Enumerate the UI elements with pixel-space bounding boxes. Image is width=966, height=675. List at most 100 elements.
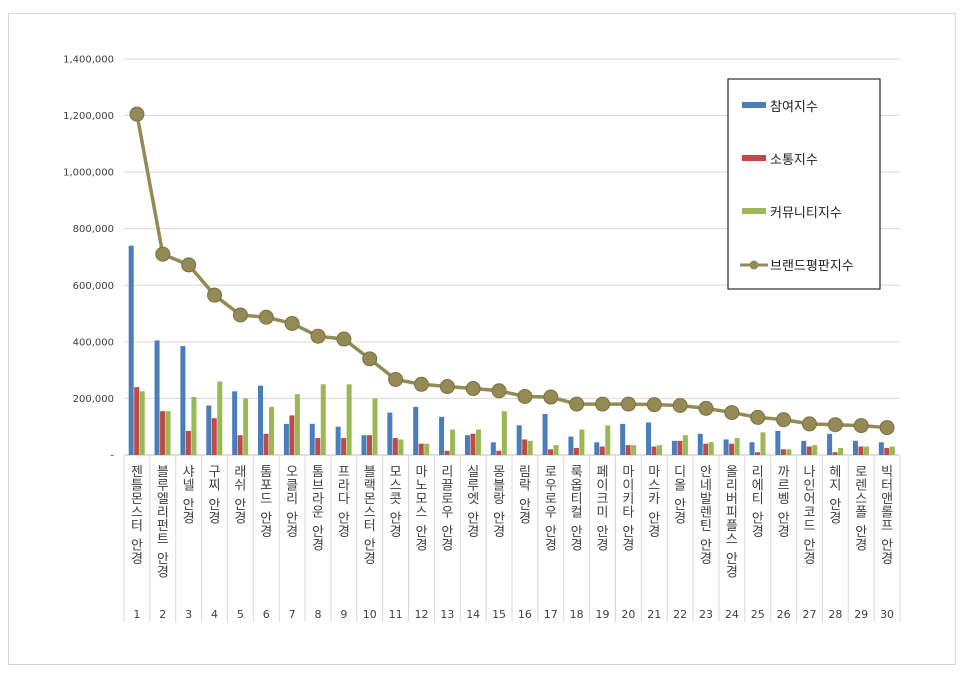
rank-label: 3 [185,608,192,621]
bar-참여지수 [671,440,677,455]
rank-label: 5 [237,608,244,621]
y-tick-label: 200,000 [73,394,114,405]
rank-label: 23 [699,608,713,621]
bar-참여지수 [206,405,212,455]
rank-label: 2 [159,608,166,621]
rank-label: 22 [673,608,687,621]
bar-소통지수 [237,435,243,455]
bar-커뮤니티지수 [346,384,352,455]
bar-참여지수 [827,433,833,455]
y-tick-label: 600,000 [73,281,114,292]
bar-소통지수 [315,438,321,455]
line-point [310,328,326,344]
bar-커뮤니티지수 [294,394,300,455]
bar-커뮤니티지수 [217,381,223,455]
bar-참여지수 [387,412,393,455]
y-tick-label: 1,400,000 [63,55,114,66]
bar-커뮤니티지수 [682,435,688,455]
bar-커뮤니티지수 [553,445,559,455]
rank-label: 26 [777,608,791,621]
line-point [853,418,869,434]
bar-참여지수 [439,416,445,455]
bar-소통지수 [522,439,528,455]
rank-label: 21 [647,608,661,621]
bar-소통지수 [625,445,631,455]
bar-소통지수 [677,440,683,455]
line-point [517,388,533,404]
bar-참여지수 [594,442,600,455]
line-point [439,379,455,395]
bar-참여지수 [464,435,470,455]
line-point [672,398,688,413]
bar-소통지수 [418,443,424,455]
rank-label: 6 [263,608,270,621]
bar-커뮤니티지수 [812,445,818,455]
bar-참여지수 [749,442,755,455]
bar-참여지수 [568,436,574,455]
line-point [646,397,662,413]
line-point [181,257,197,273]
bar-커뮤니티지수 [734,438,740,455]
bar-소통지수 [703,443,709,455]
bar-커뮤니티지수 [605,425,611,455]
line-point [750,409,766,425]
rank-label: 19 [596,608,610,621]
y-tick-label: 800,000 [73,224,114,235]
bar-소통지수 [160,411,166,455]
y-tick-label: 1,200,000 [63,111,114,122]
y-tick-label: - [110,451,114,462]
bar-커뮤니티지수 [269,406,275,455]
bar-소통지수 [780,449,786,455]
bar-커뮤니티지수 [243,398,249,455]
bar-소통지수 [444,450,450,455]
rank-label: 9 [340,608,347,621]
line-point [207,287,223,303]
bar-커뮤니티지수 [786,449,792,455]
bar-참여지수 [801,440,807,455]
line-point [491,383,507,399]
bar-소통지수 [470,433,476,455]
rank-label: 14 [466,608,480,621]
bar-참여지수 [283,423,289,455]
line-point [465,381,481,397]
bar-소통지수 [754,452,760,455]
line-point [698,400,714,416]
bar-참여지수 [128,245,134,455]
rank-label: 29 [854,608,868,621]
rank-label: 4 [211,608,218,621]
bar-소통지수 [211,418,217,455]
rank-label: 1 [133,608,140,621]
y-tick-label: 400,000 [73,337,114,348]
rank-label: 7 [289,608,296,621]
bar-소통지수 [548,449,554,455]
legend-swatch [742,208,766,214]
line-point [388,371,404,387]
bar-참여지수 [775,430,781,455]
bar-참여지수 [516,425,522,455]
line-point [776,412,792,428]
line-point [336,331,352,347]
bar-커뮤니티지수 [475,429,481,455]
rank-label: 24 [725,608,739,621]
bar-참여지수 [723,439,729,455]
line-point [543,389,559,405]
line-point [569,396,585,412]
line-point [801,416,817,432]
bar-소통지수 [289,415,295,455]
